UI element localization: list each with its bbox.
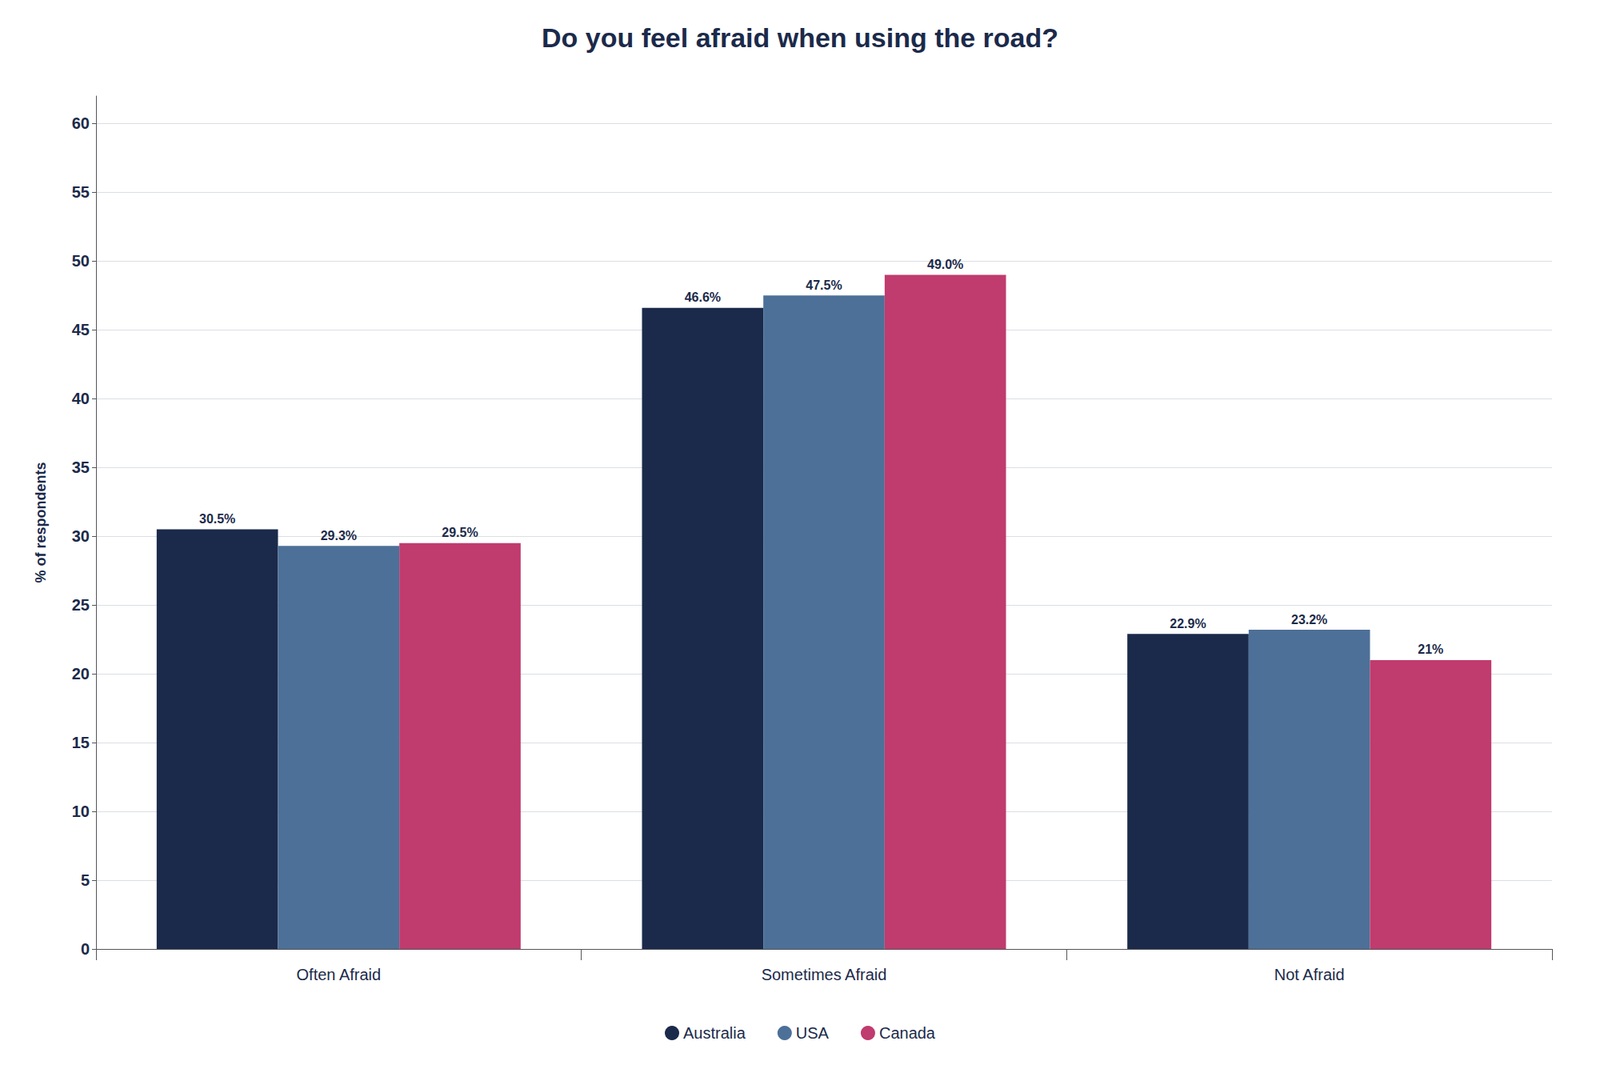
svg-text:49.0%: 49.0% xyxy=(927,257,964,272)
svg-text:30.5%: 30.5% xyxy=(199,512,236,526)
svg-text:0: 0 xyxy=(80,940,90,958)
svg-text:21%: 21% xyxy=(1417,642,1444,656)
svg-text:Canada: Canada xyxy=(879,1024,936,1042)
svg-text:Sometimes Afraid: Sometimes Afraid xyxy=(761,965,888,984)
svg-text:10: 10 xyxy=(72,802,90,820)
svg-text:29.3%: 29.3% xyxy=(320,528,357,543)
svg-text:Do you feel afraid when using: Do you feel afraid when using the road? xyxy=(541,22,1059,53)
svg-text:15: 15 xyxy=(72,733,90,752)
svg-text:Australia: Australia xyxy=(683,1024,747,1042)
svg-text:20: 20 xyxy=(72,664,90,683)
svg-text:35: 35 xyxy=(72,458,90,476)
svg-text:Not Afraid: Not Afraid xyxy=(1274,965,1345,984)
svg-text:23.2%: 23.2% xyxy=(1291,612,1328,627)
svg-text:22.9%: 22.9% xyxy=(1169,616,1206,631)
svg-text:55: 55 xyxy=(72,183,90,201)
svg-text:60: 60 xyxy=(72,114,90,132)
svg-text:5: 5 xyxy=(80,871,90,889)
svg-text:% of respondents: % of respondents xyxy=(32,461,49,583)
svg-text:40: 40 xyxy=(72,389,90,408)
svg-text:46.6%: 46.6% xyxy=(684,290,721,304)
svg-text:25: 25 xyxy=(72,596,90,614)
svg-text:Often Afraid: Often Afraid xyxy=(296,965,382,984)
svg-text:USA: USA xyxy=(796,1024,830,1042)
svg-text:45: 45 xyxy=(72,320,90,339)
svg-text:50: 50 xyxy=(72,252,90,270)
svg-text:29.5%: 29.5% xyxy=(441,525,478,540)
svg-text:47.5%: 47.5% xyxy=(805,278,842,292)
svg-text:30: 30 xyxy=(72,527,90,545)
